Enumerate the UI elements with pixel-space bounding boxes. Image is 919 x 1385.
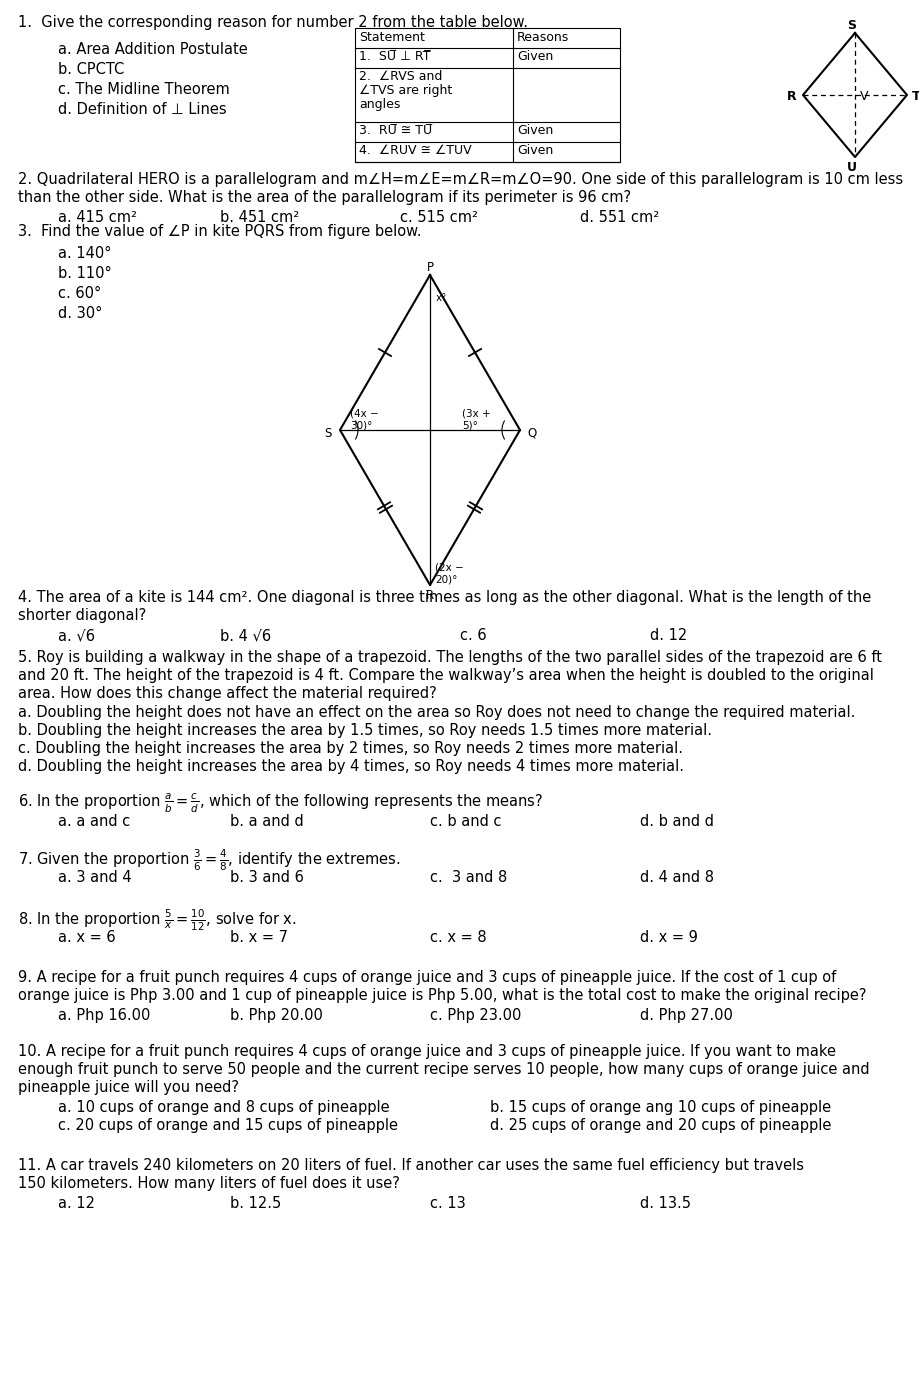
Text: R: R xyxy=(786,90,796,102)
Text: b. 12.5: b. 12.5 xyxy=(230,1197,281,1210)
Text: 4.  ∠RUV ≅ ∠TUV: 4. ∠RUV ≅ ∠TUV xyxy=(358,144,471,157)
Text: b. x = 7: b. x = 7 xyxy=(230,929,288,945)
Text: a. 3 and 4: a. 3 and 4 xyxy=(58,870,131,885)
Text: 5. Roy is building a walkway in the shape of a trapezoid. The lengths of the two: 5. Roy is building a walkway in the shap… xyxy=(18,650,881,665)
Text: b. 15 cups of orange ang 10 cups of pineapple: b. 15 cups of orange ang 10 cups of pine… xyxy=(490,1100,830,1115)
Text: a. 415 cm²: a. 415 cm² xyxy=(58,211,137,224)
Text: d. 13.5: d. 13.5 xyxy=(640,1197,690,1210)
Text: 3.  Find the value of ∠P in kite PQRS from figure below.: 3. Find the value of ∠P in kite PQRS fro… xyxy=(18,224,421,240)
Text: Statement: Statement xyxy=(358,30,425,44)
Text: c.  3 and 8: c. 3 and 8 xyxy=(429,870,506,885)
Text: 11. A car travels 240 kilometers on 20 liters of fuel. If another car uses the s: 11. A car travels 240 kilometers on 20 l… xyxy=(18,1158,803,1173)
Text: P: P xyxy=(426,260,433,274)
Text: d. Doubling the height increases the area by 4 times, so Roy needs 4 times more : d. Doubling the height increases the are… xyxy=(18,759,683,774)
Text: 1.  SU̅ ⊥ RT̅: 1. SU̅ ⊥ RT̅ xyxy=(358,50,430,62)
Text: orange juice is Php 3.00 and 1 cup of pineapple juice is Php 5.00, what is the t: orange juice is Php 3.00 and 1 cup of pi… xyxy=(18,988,866,1003)
Text: c. 60°: c. 60° xyxy=(58,285,101,301)
Text: and 20 ft. The height of the trapezoid is 4 ft. Compare the walkway’s area when : and 20 ft. The height of the trapezoid i… xyxy=(18,668,873,683)
Text: d. Definition of ⊥ Lines: d. Definition of ⊥ Lines xyxy=(58,102,226,116)
Text: (3x +: (3x + xyxy=(461,409,490,418)
Bar xyxy=(355,28,619,162)
Text: b. 110°: b. 110° xyxy=(58,266,111,281)
Text: (2x −: (2x − xyxy=(435,562,463,573)
Text: ∠TVS are right: ∠TVS are right xyxy=(358,84,452,97)
Text: a. 12: a. 12 xyxy=(58,1197,95,1210)
Text: b. a and d: b. a and d xyxy=(230,814,303,830)
Text: a. a and c: a. a and c xyxy=(58,814,130,830)
Text: c. 13: c. 13 xyxy=(429,1197,465,1210)
Text: d. b and d: d. b and d xyxy=(640,814,713,830)
Text: d. 551 cm²: d. 551 cm² xyxy=(579,211,659,224)
Text: R: R xyxy=(425,589,434,602)
Text: d. 25 cups of orange and 20 cups of pineapple: d. 25 cups of orange and 20 cups of pine… xyxy=(490,1118,831,1133)
Text: 2. Quadrilateral HERO is a parallelogram and m∠H=m∠E=m∠R=m∠O=90. One side of thi: 2. Quadrilateral HERO is a parallelogram… xyxy=(18,172,902,187)
Text: shorter diagonal?: shorter diagonal? xyxy=(18,608,146,623)
Text: enough fruit punch to serve 50 people and the current recipe serves 10 people, h: enough fruit punch to serve 50 people an… xyxy=(18,1062,868,1078)
Text: b. 3 and 6: b. 3 and 6 xyxy=(230,870,303,885)
Text: b. 4 √6: b. 4 √6 xyxy=(220,627,271,643)
Text: x°: x° xyxy=(436,294,447,303)
Text: c. 6: c. 6 xyxy=(460,627,486,643)
Text: d. 30°: d. 30° xyxy=(58,306,102,321)
Text: a. x = 6: a. x = 6 xyxy=(58,929,116,945)
Text: b. CPCTC: b. CPCTC xyxy=(58,62,124,78)
Text: c. 515 cm²: c. 515 cm² xyxy=(400,211,478,224)
Text: c. The Midline Theorem: c. The Midline Theorem xyxy=(58,82,230,97)
Text: 20)°: 20)° xyxy=(435,575,457,584)
Text: b. Doubling the height increases the area by 1.5 times, so Roy needs 1.5 times m: b. Doubling the height increases the are… xyxy=(18,723,711,738)
Text: than the other side. What is the area of the parallelogram if its perimeter is 9: than the other side. What is the area of… xyxy=(18,190,630,205)
Text: a. 140°: a. 140° xyxy=(58,247,111,260)
Text: pineapple juice will you need?: pineapple juice will you need? xyxy=(18,1080,239,1096)
Text: a. Php 16.00: a. Php 16.00 xyxy=(58,1008,150,1024)
Text: c. Php 23.00: c. Php 23.00 xyxy=(429,1008,521,1024)
Text: Q: Q xyxy=(527,427,536,440)
Text: d. x = 9: d. x = 9 xyxy=(640,929,698,945)
Text: 30)°: 30)° xyxy=(349,420,372,429)
Text: S: S xyxy=(846,19,856,32)
Text: V: V xyxy=(859,90,868,102)
Text: area. How does this change affect the material required?: area. How does this change affect the ma… xyxy=(18,686,437,701)
Text: 7. Given the proportion $\frac{3}{6}=\frac{4}{8}$, identify the extremes.: 7. Given the proportion $\frac{3}{6}=\fr… xyxy=(18,848,400,874)
Text: S: S xyxy=(324,427,332,440)
Text: c. b and c: c. b and c xyxy=(429,814,501,830)
Text: 6. In the proportion $\frac{a}{b}=\frac{c}{d}$, which of the following represent: 6. In the proportion $\frac{a}{b}=\frac{… xyxy=(18,792,542,816)
Text: a. 10 cups of orange and 8 cups of pineapple: a. 10 cups of orange and 8 cups of pinea… xyxy=(58,1100,390,1115)
Text: Given: Given xyxy=(516,125,552,137)
Text: b. Php 20.00: b. Php 20.00 xyxy=(230,1008,323,1024)
Text: 5)°: 5)° xyxy=(461,420,477,429)
Text: c. Doubling the height increases the area by 2 times, so Roy needs 2 times more : c. Doubling the height increases the are… xyxy=(18,741,682,756)
Text: (4x −: (4x − xyxy=(349,409,379,418)
Text: d. Php 27.00: d. Php 27.00 xyxy=(640,1008,732,1024)
Text: U: U xyxy=(846,161,857,175)
Text: 3.  RU̅ ≅ TU̅: 3. RU̅ ≅ TU̅ xyxy=(358,125,432,137)
Text: d. 4 and 8: d. 4 and 8 xyxy=(640,870,713,885)
Text: angles: angles xyxy=(358,98,400,111)
Text: a. √6: a. √6 xyxy=(58,627,95,643)
Text: 9. A recipe for a fruit punch requires 4 cups of orange juice and 3 cups of pine: 9. A recipe for a fruit punch requires 4… xyxy=(18,969,835,985)
Text: b. 451 cm²: b. 451 cm² xyxy=(220,211,299,224)
Text: c. x = 8: c. x = 8 xyxy=(429,929,486,945)
Text: Given: Given xyxy=(516,50,552,62)
Text: 150 kilometers. How many liters of fuel does it use?: 150 kilometers. How many liters of fuel … xyxy=(18,1176,400,1191)
Text: a. Area Addition Postulate: a. Area Addition Postulate xyxy=(58,42,247,57)
Text: T: T xyxy=(911,90,919,102)
Text: 1.  Give the corresponding reason for number 2 from the table below.: 1. Give the corresponding reason for num… xyxy=(18,15,528,30)
Text: 2.  ∠RVS and: 2. ∠RVS and xyxy=(358,71,442,83)
Text: 8. In the proportion $\frac{5}{x}=\frac{10}{12}$, solve for x.: 8. In the proportion $\frac{5}{x}=\frac{… xyxy=(18,909,296,933)
Text: c. 20 cups of orange and 15 cups of pineapple: c. 20 cups of orange and 15 cups of pine… xyxy=(58,1118,398,1133)
Text: 10. A recipe for a fruit punch requires 4 cups of orange juice and 3 cups of pin: 10. A recipe for a fruit punch requires … xyxy=(18,1044,835,1060)
Text: 4. The area of a kite is 144 cm². One diagonal is three times as long as the oth: 4. The area of a kite is 144 cm². One di… xyxy=(18,590,870,605)
Text: d. 12: d. 12 xyxy=(650,627,686,643)
Text: Reasons: Reasons xyxy=(516,30,569,44)
Text: a. Doubling the height does not have an effect on the area so Roy does not need : a. Doubling the height does not have an … xyxy=(18,705,855,720)
Text: Given: Given xyxy=(516,144,552,157)
